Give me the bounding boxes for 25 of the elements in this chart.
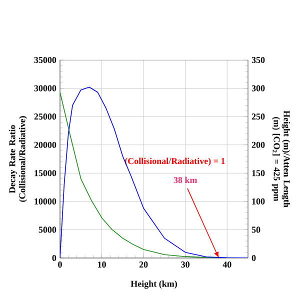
y-tick-label: 10000 <box>34 198 56 204</box>
y-tick-label: 0 <box>52 254 56 262</box>
y2-tick-label: 250 <box>252 114 265 120</box>
annotation: (Collisional/Radiative) = 1 <box>124 158 225 166</box>
y-tick-label: 20000 <box>34 142 56 148</box>
y-tick-label: 30000 <box>34 85 56 92</box>
y-tick-label: 15000 <box>34 170 56 176</box>
y-tick-label: 35000 <box>34 56 56 64</box>
y2-tick-label: 50 <box>252 226 260 233</box>
y-tick-label: 25000 <box>34 114 56 120</box>
x-tick-label: 30 <box>181 262 190 268</box>
x-tick-label: 40 <box>222 262 232 268</box>
x-tick-label: 10 <box>98 262 106 268</box>
y2-tick-label: 100 <box>252 198 265 204</box>
y2-tick-label: 0 <box>252 254 256 262</box>
x-tick-label: 0 <box>58 262 62 268</box>
x-axis-title: Height (km) <box>130 280 177 289</box>
y2-tick-label: 350 <box>252 56 265 64</box>
y2-tick-label: 300 <box>252 85 265 92</box>
y-axis-title: Decay Rate Ratio (Collisional/Radiative) <box>8 116 28 202</box>
y-tick-label: 5000 <box>38 226 56 233</box>
annotation: 38 km <box>174 176 198 184</box>
x-tick-label: 20 <box>139 262 148 268</box>
y2-tick-label: 150 <box>252 170 265 176</box>
y2-tick-label: 200 <box>252 142 265 148</box>
